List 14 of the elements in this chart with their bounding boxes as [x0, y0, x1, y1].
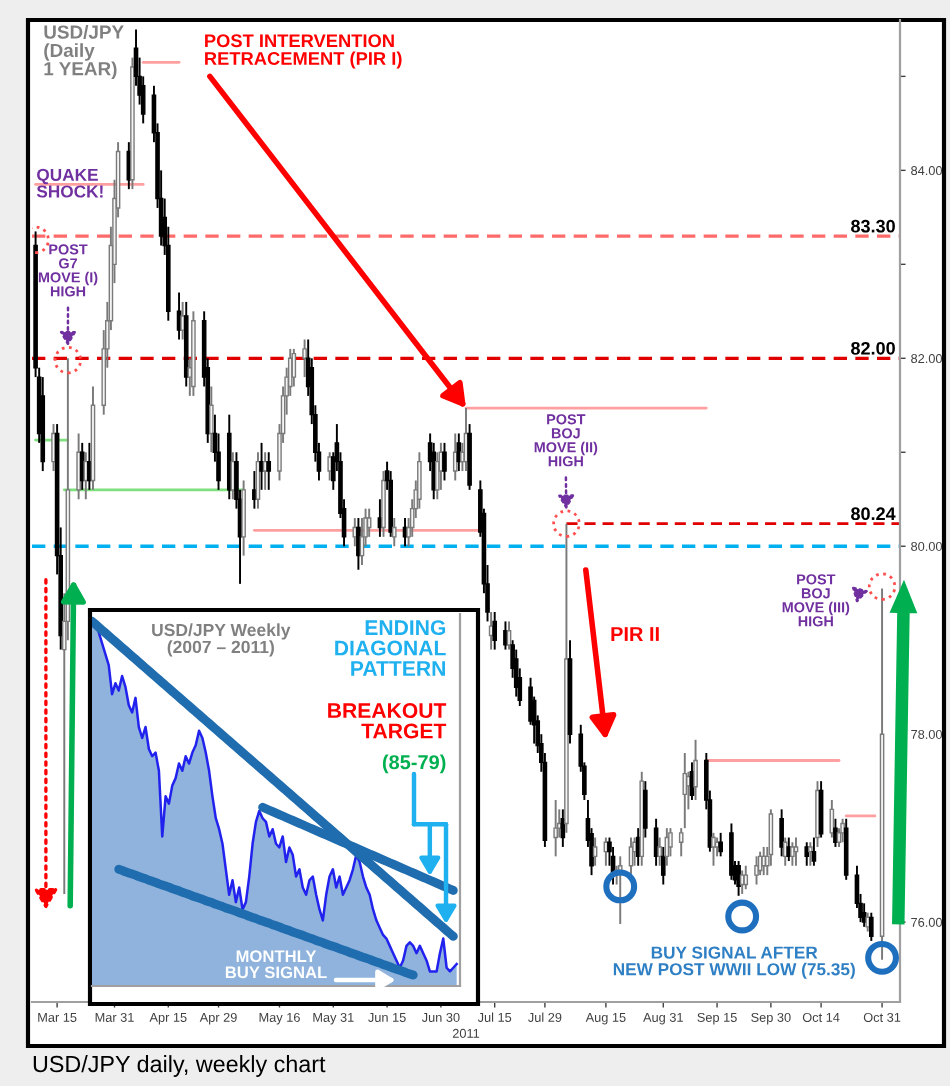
annotation: ENDING DIAGONAL PATTERN	[335, 620, 446, 676]
annotation: POST INTERVENTION RETRACEMENT (PIR I)	[205, 34, 402, 69]
annotation: QUAKE SHOCK!	[36, 168, 103, 198]
ref-line-label: 83.30	[851, 219, 895, 233]
text: USD/JPY Weekly (2007 – 2011)	[152, 623, 291, 657]
annotation: BREAKOUT TARGET	[328, 703, 447, 739]
annotation: PIR II	[611, 627, 659, 641]
annotation: MONTHLY BUY SIGNAL	[225, 950, 327, 979]
text: USD/JPY daily, weekly chart	[33, 1055, 326, 1077]
ref-line-label: 82.00	[851, 341, 895, 355]
series-label: 80.24	[851, 507, 896, 521]
annotation: BUY SIGNAL AFTER NEW POST WWII LOW (75.35)	[613, 946, 855, 979]
text: USD/JPY (Daily 1 YEAR)	[44, 24, 124, 80]
annotation: (85-79)	[382, 754, 446, 774]
